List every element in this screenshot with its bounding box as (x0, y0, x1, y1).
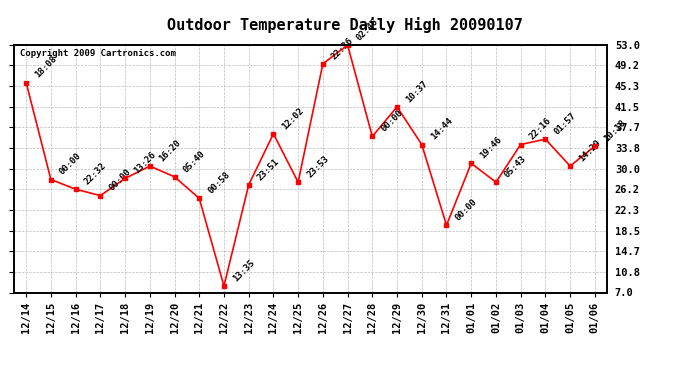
Text: 19:46: 19:46 (478, 135, 504, 160)
Text: 12:02: 12:02 (280, 106, 306, 131)
Text: Copyright 2009 Cartronics.com: Copyright 2009 Cartronics.com (20, 49, 176, 58)
Text: 00:00: 00:00 (58, 152, 83, 177)
Text: 10:18: 10:18 (602, 118, 627, 143)
Text: 05:40: 05:40 (181, 148, 207, 174)
Text: Outdoor Temperature Daily High 20090107: Outdoor Temperature Daily High 20090107 (167, 17, 523, 33)
Text: 00:58: 00:58 (206, 170, 232, 196)
Text: 23:53: 23:53 (305, 154, 331, 179)
Text: 22:36: 22:36 (330, 36, 355, 61)
Text: 16:20: 16:20 (157, 138, 182, 163)
Text: 18:08: 18:08 (33, 54, 59, 80)
Text: 22:32: 22:32 (83, 161, 108, 186)
Text: 13:26: 13:26 (132, 150, 157, 176)
Text: 00:00: 00:00 (380, 108, 404, 134)
Text: 02:46: 02:46 (355, 17, 380, 42)
Text: 00:00: 00:00 (107, 168, 132, 193)
Text: 10:37: 10:37 (404, 79, 429, 104)
Text: 14:44: 14:44 (428, 116, 454, 142)
Text: 05:43: 05:43 (503, 154, 529, 179)
Text: 23:51: 23:51 (255, 157, 281, 182)
Text: 00:00: 00:00 (453, 197, 479, 222)
Text: 22:16: 22:16 (528, 116, 553, 142)
Text: 01:57: 01:57 (552, 111, 578, 136)
Text: 14:29: 14:29 (577, 138, 602, 163)
Text: 13:35: 13:35 (231, 258, 256, 283)
